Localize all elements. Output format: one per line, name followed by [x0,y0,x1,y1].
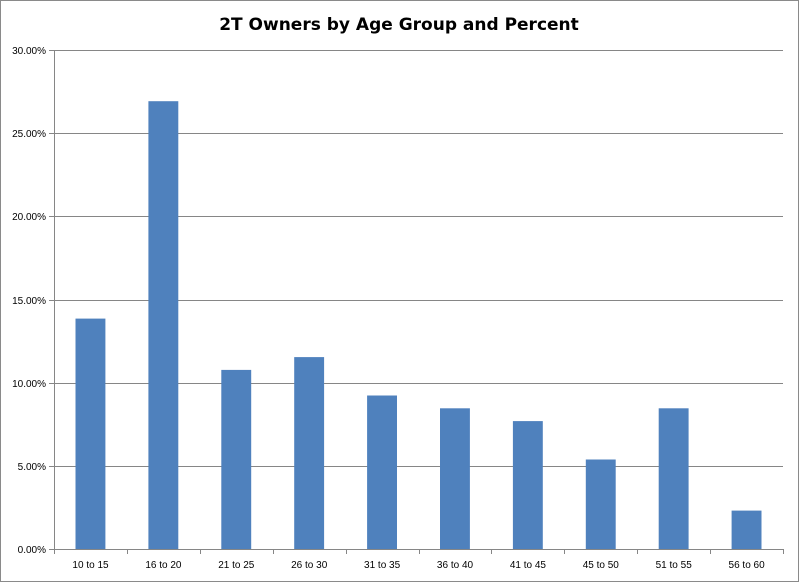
bar [440,408,470,549]
y-tick-label: 20.00% [12,212,46,223]
y-tick-label: 10.00% [12,379,46,390]
y-tick-label: 25.00% [12,129,46,140]
bar [731,510,762,549]
chart-title: 2T Owners by Age Group and Percent [219,15,579,35]
x-tick-label: 10 to 15 [72,560,109,571]
x-tick-label: 41 to 45 [510,560,547,571]
y-tick-label: 30.00% [12,46,46,57]
bar [294,357,325,549]
x-tick-label: 51 to 55 [656,560,693,571]
bar [512,421,543,549]
y-tick-label: 0.00% [18,545,46,556]
bar [75,318,106,549]
x-tick-label: 36 to 40 [437,560,474,571]
x-tick-label: 26 to 30 [291,560,328,571]
bar [367,395,397,549]
axes [49,50,784,554]
y-tick-label: 5.00% [18,462,46,473]
y-tick-label: 15.00% [12,296,46,307]
y-axis-tick-labels: 0.00% 5.00% 10.00% 15.00% 20.00% 25.00% 30.00% [12,46,46,556]
x-tick-label: 21 to 25 [218,560,255,571]
bar [221,369,252,549]
x-tick-label: 16 to 20 [145,560,182,571]
bar [658,408,689,549]
x-tick-label: 56 to 60 [729,560,766,571]
bar [585,459,616,549]
bars [75,101,762,549]
x-tick-label: 31 to 35 [364,560,401,571]
x-tick-label: 45 to 50 [583,560,620,571]
bar [148,101,179,549]
x-axis-tick-labels: 10 to 15 16 to 20 21 to 25 26 to 30 31 to 35… [72,560,765,571]
